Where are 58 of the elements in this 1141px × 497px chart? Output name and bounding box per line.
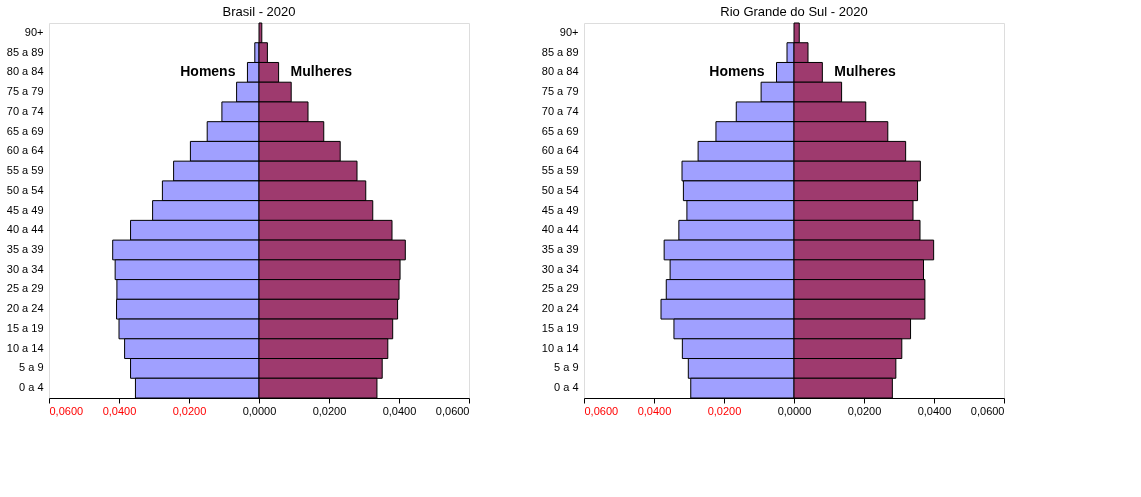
y-tick-label: 45 a 49 [541,203,579,216]
y-tick-label: 65 a 69 [541,124,579,137]
y-tick-label: 40 a 44 [6,223,44,236]
y-tick-label: 85 a 89 [6,45,44,58]
y-tick-label: 35 a 39 [541,242,579,255]
y-tick-label: 50 a 54 [541,183,579,196]
y-tick-label: 20 a 24 [6,302,44,315]
x-tick-label: 0,0200 [707,404,742,417]
y-tick-label: 80 a 84 [6,65,44,78]
y-tick-label: 35 a 39 [6,242,44,255]
x-tick-label: 0,0400 [382,404,417,417]
series-label: Homens [709,63,765,80]
y-tick-label: 40 a 44 [541,223,579,236]
y-tick-label: 15 a 19 [6,321,44,334]
y-tick-label: 0 a 4 [19,381,44,394]
y-tick-label: 65 a 69 [6,124,44,137]
x-tick-label: 0,0200 [312,404,347,417]
x-tick-label: 0,0000 [242,404,277,417]
y-tick-label: 0 a 4 [554,381,579,394]
y-tick-label: 80 a 84 [541,65,579,78]
y-tick-label: 25 a 29 [6,282,44,295]
y-tick-label: 45 a 49 [6,203,44,216]
x-tick-label: 0,0400 [637,404,672,417]
y-tick-label: 70 a 74 [541,104,579,117]
series-label: Mulheres [834,63,897,80]
y-tick-label: 30 a 34 [6,262,44,275]
y-tick-label: 5 a 9 [19,361,44,374]
y-tick-label: 75 a 79 [6,85,44,98]
y-tick-label: 20 a 24 [541,302,579,315]
y-tick-label: 90+ [24,25,44,38]
y-tick-label: 5 a 9 [554,361,579,374]
y-tick-label: 30 a 34 [541,262,579,275]
y-tick-label: 90+ [559,25,579,38]
x-tick-label: 0,0000 [777,404,812,417]
y-tick-label: 60 a 64 [541,144,579,157]
y-tick-label: 85 a 89 [541,45,579,58]
x-tick-label: 0,0600 [970,404,1005,417]
y-tick-label: 75 a 79 [541,85,579,98]
chart-title: Brasil - 2020 [222,3,296,19]
x-tick-label: 0,0400 [102,404,137,417]
y-tick-label: 50 a 54 [6,183,44,196]
y-tick-label: 70 a 74 [6,104,44,117]
y-tick-label: 55 a 59 [6,164,44,177]
chart-title: Rio Grande do Sul - 2020 [720,3,868,19]
y-tick-label: 55 a 59 [541,164,579,177]
x-tick-label: 0,0600 [584,404,619,417]
x-tick-label: 0,0600 [435,404,470,417]
y-tick-label: 10 a 14 [541,341,579,354]
y-tick-label: 25 a 29 [541,282,579,295]
y-tick-label: 60 a 64 [6,144,44,157]
y-tick-label: 10 a 14 [6,341,44,354]
series-label: Homens [180,63,236,80]
y-tick-label: 15 a 19 [541,321,579,334]
x-tick-label: 0,0400 [917,404,952,417]
x-tick-label: 0,0200 [847,404,882,417]
x-tick-label: 0,0200 [172,404,207,417]
x-tick-label: 0,0600 [49,404,84,417]
series-label: Mulheres [290,63,353,80]
